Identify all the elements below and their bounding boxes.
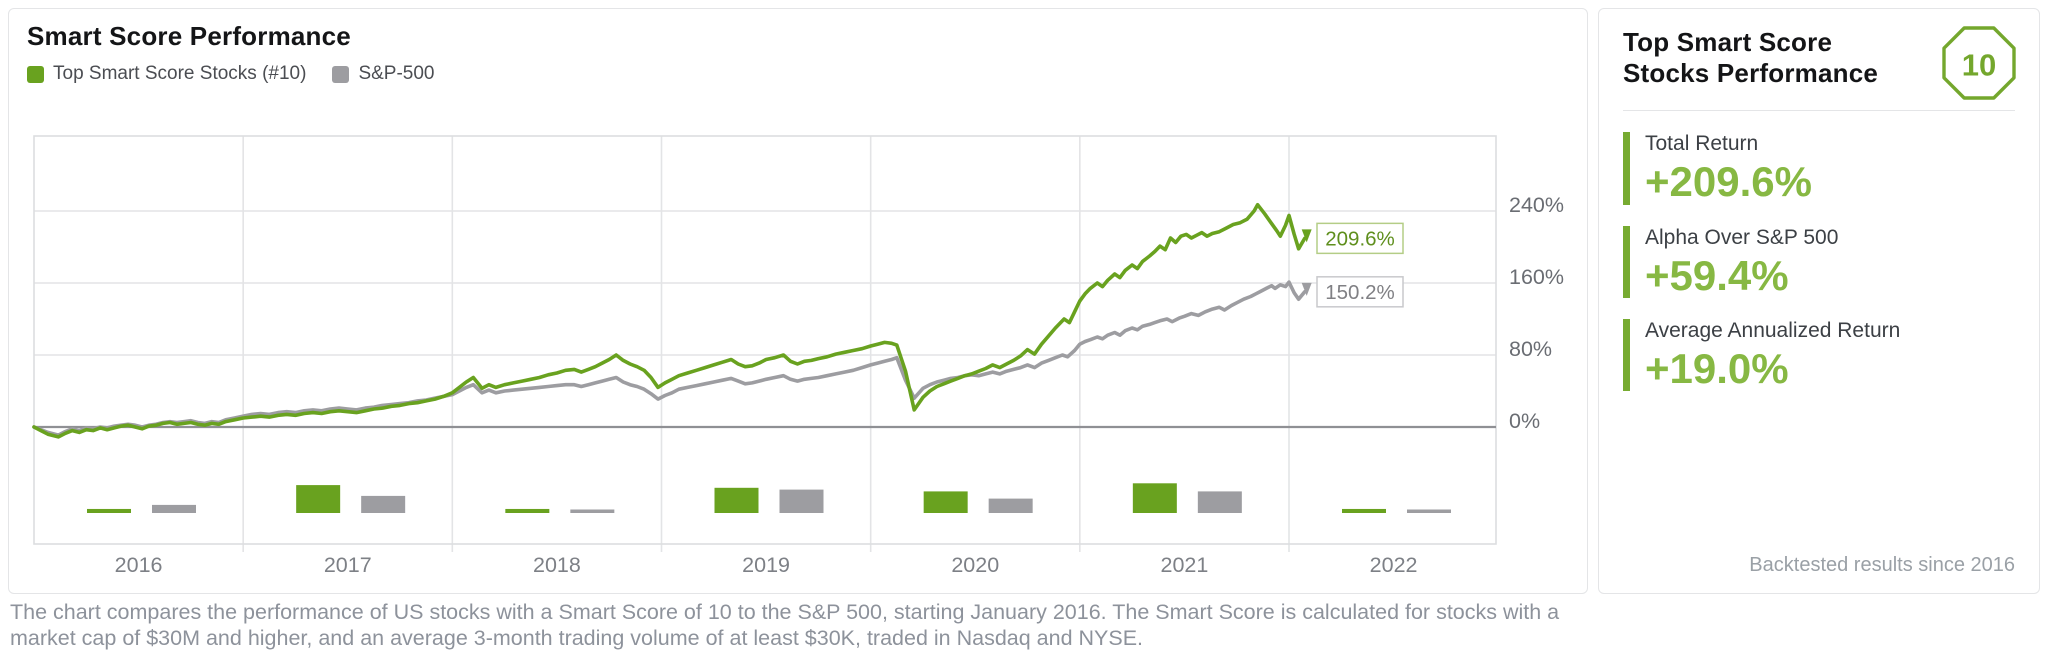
annual-bar-smart-2019 — [714, 487, 759, 513]
stat-value: +209.6% — [1645, 158, 1812, 206]
x-axis-label-2021: 2021 — [1160, 553, 1208, 577]
annual-bar-sp500-2019 — [779, 489, 824, 513]
x-axis-label-2018: 2018 — [533, 553, 581, 577]
chart-description: The chart compares the performance of US… — [10, 600, 1560, 650]
y-axis-label-160: 160% — [1509, 265, 1564, 289]
badge-score-value: 10 — [1962, 48, 1996, 83]
legend-label: S&P-500 — [358, 63, 435, 84]
annual-bar-sp500-2022 — [1407, 509, 1451, 513]
annual-bar-smart-2017 — [296, 485, 341, 513]
end-label-box — [1316, 222, 1404, 255]
y-axis-label-240: 240% — [1509, 193, 1564, 217]
x-axis-label-2016: 2016 — [115, 553, 163, 577]
summary-divider — [1623, 110, 2015, 112]
backtested-note: Backtested results since 2016 — [1749, 554, 2015, 576]
smart-score-swatch-icon — [27, 65, 44, 83]
annual-bar-sp500-2017 — [361, 495, 406, 513]
x-axis-label-2020: 2020 — [951, 553, 999, 577]
annual-bar-smart-2016 — [87, 508, 131, 513]
end-label-209.6%: 209.6% — [1325, 227, 1395, 250]
performance-line-chart[interactable]: 209.6% 150.2% 0% 80% 160% 240% 2016 2017 2018 201… — [9, 9, 2048, 671]
stat-label: Total Return — [1645, 132, 1759, 156]
smart-score-10-badge: 10 — [1942, 26, 2016, 100]
annual-bar-sp500-2018 — [570, 509, 615, 513]
summary-title: Top Smart Score Stocks Performance — [1623, 27, 1879, 88]
stat-total-return: Total Return +209.6% — [1623, 132, 2015, 206]
octagon-icon — [1942, 26, 2016, 100]
x-axis-label-2017: 2017 — [324, 553, 372, 577]
x-axis-label-2019: 2019 — [742, 553, 790, 577]
chart-legend: Top Smart Score Stocks (#10) S&P-500 — [27, 63, 434, 85]
stat-label: Average Annualized Return — [1645, 319, 1901, 343]
stat-value: +59.4% — [1645, 251, 1789, 299]
smart-score-summary-card: Top Smart Score Stocks Performance 10 To… — [1598, 8, 2040, 594]
legend-label: Top Smart Score Stocks (#10) — [53, 63, 307, 84]
x-axis-label-2022: 2022 — [1370, 553, 1418, 577]
stat-annualized-return: Average Annualized Return +19.0% — [1623, 319, 2015, 391]
stat-value: +19.0% — [1645, 345, 1789, 393]
annual-bar-sp500-2020 — [988, 498, 1033, 513]
series-line-S&P-500[interactable] — [32, 280, 1307, 437]
series-line-Top Smart Score Stocks (#10)[interactable] — [32, 202, 1307, 439]
legend-item-sp500[interactable]: S&P-500 — [332, 63, 434, 85]
chart-title: Smart Score Performance — [27, 21, 351, 51]
annual-bar-smart-2022 — [1342, 508, 1386, 513]
end-label-150.2%: 150.2% — [1325, 281, 1395, 304]
stat-alpha: Alpha Over S&P 500 +59.4% — [1623, 225, 2015, 299]
sp500-swatch-icon — [332, 65, 350, 83]
end-arrow-icon — [1301, 282, 1312, 296]
annual-bar-sp500-2021 — [1197, 491, 1242, 513]
end-arrow-icon — [1301, 229, 1312, 243]
stat-label: Alpha Over S&P 500 — [1645, 225, 1839, 249]
legend-item-smart-score[interactable]: Top Smart Score Stocks (#10) — [27, 63, 306, 85]
annual-bar-smart-2018 — [505, 508, 550, 513]
y-axis-label-0: 0% — [1509, 409, 1540, 433]
end-label-box — [1316, 276, 1404, 308]
performance-chart-card: Smart Score Performance Top Smart Score … — [8, 8, 1588, 594]
plot-border — [33, 135, 1497, 545]
annual-bar-sp500-2016 — [152, 504, 196, 513]
annual-bar-smart-2021 — [1132, 483, 1177, 513]
annual-bar-smart-2020 — [923, 491, 968, 513]
y-axis-label-80: 80% — [1509, 337, 1552, 361]
